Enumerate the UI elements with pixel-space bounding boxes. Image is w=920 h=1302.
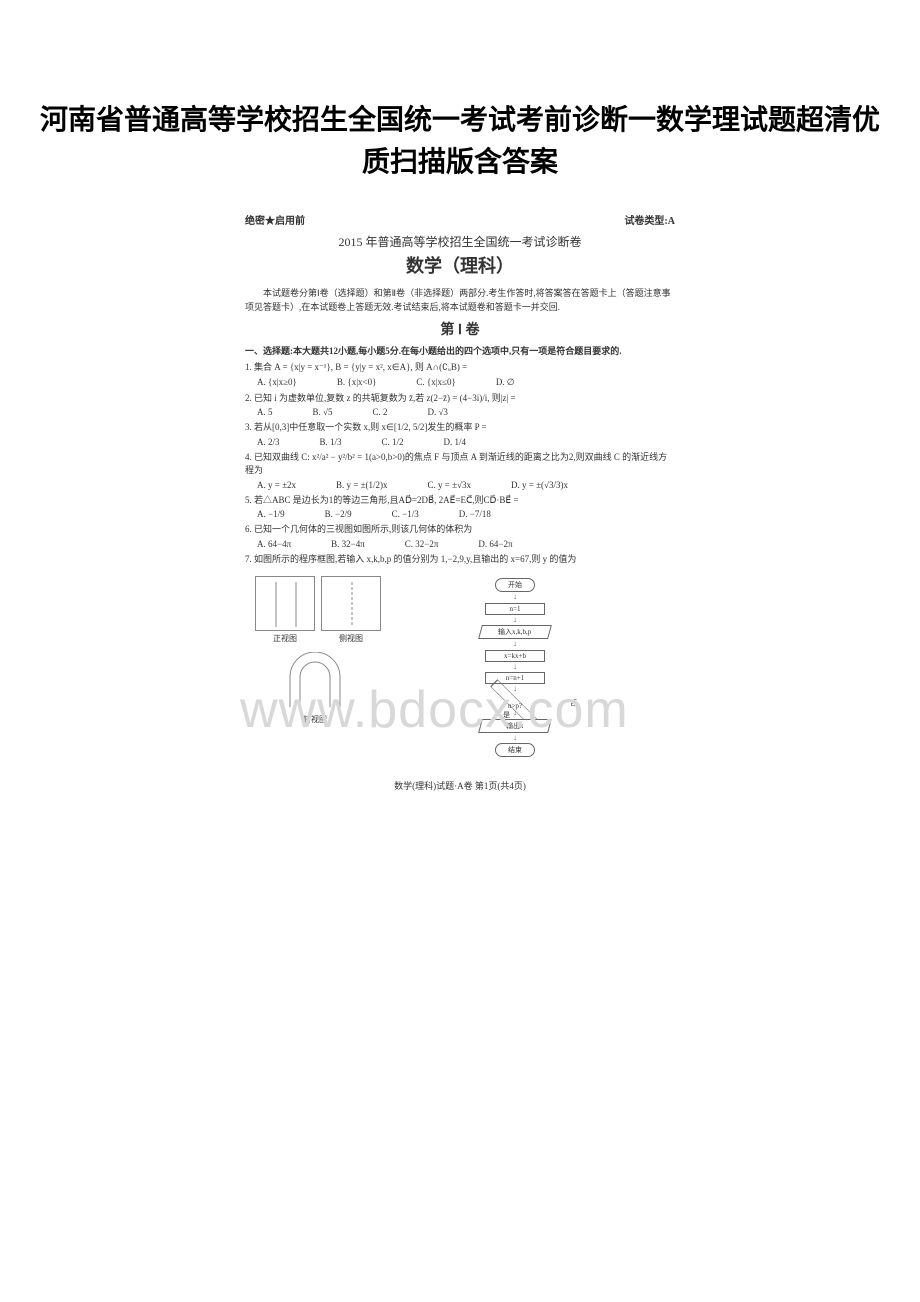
q6-option-c: C. 32−2π — [405, 539, 439, 549]
figure-row: 正视图 侧视图 俯视图 开始 — [245, 576, 675, 759]
fc-start: 开始 — [495, 578, 535, 592]
q4-option-d: D. y = ±(√3/3)x — [511, 480, 568, 490]
question-6: 6. 已知一个几何体的三视图如图所示,则该几何体的体积为 — [245, 523, 675, 537]
front-view-box — [255, 576, 315, 631]
front-view-icon — [256, 577, 316, 632]
side-view-box — [321, 576, 381, 631]
q3-option-c: C. 1/2 — [382, 437, 404, 447]
q2-option-c: C. 2 — [372, 407, 387, 417]
q6-option-a: A. 64−4π — [257, 539, 291, 549]
arrow-icon: ↓ — [455, 641, 575, 647]
secret-label: 绝密★启用前 — [245, 212, 305, 227]
q2-option-a: A. 5 — [257, 407, 273, 417]
section-1-marker: 第 Ⅰ 卷 — [245, 319, 675, 339]
arrow-icon: ↓ — [455, 617, 575, 623]
q5-option-d: D. −7/18 — [459, 509, 491, 519]
flowchart-diagram: 开始 ↓ n=1 ↓ 输入x,k,b,p ↓ x=kx+b ↓ n=n+1 ↓ … — [455, 576, 575, 759]
exam-instructions: 本试题卷分第Ⅰ卷（选择题）和第Ⅱ卷（非选择题）两部分.考生作答时,将答案答在答题… — [245, 286, 675, 315]
q3-option-d: D. 1/4 — [444, 437, 467, 447]
q5-option-c: C. −1/3 — [392, 509, 419, 519]
top-view-label: 俯视图 — [285, 714, 345, 725]
fc-output: 输出x — [478, 719, 552, 733]
top-view-icon — [285, 652, 345, 712]
main-document-title: 河南省普通高等学校招生全国统一考试考前诊断一数学理试题超清优质扫描版含答案 — [0, 0, 920, 192]
paper-type-label: 试卷类型:A — [624, 212, 675, 227]
arrow-icon: ↓ — [455, 664, 575, 670]
q6-option-d: D. 64−2π — [478, 539, 512, 549]
q5-option-b: B. −2/9 — [325, 509, 352, 519]
top-view-box — [285, 652, 345, 712]
q1-option-b: B. {x|x<0} — [337, 377, 377, 388]
side-view-icon — [322, 577, 382, 632]
fc-step-compute: x=kx+b — [485, 650, 545, 662]
arrow-icon: ↓ — [455, 594, 575, 600]
front-view-label: 正视图 — [255, 633, 315, 644]
q4-option-c: C. y = ±√3x — [428, 480, 471, 490]
fc-end: 结束 — [495, 743, 535, 757]
q4-option-b: B. y = ±(1/2)x — [336, 480, 388, 490]
arrow-icon: ↓ — [455, 686, 575, 692]
exam-page-scan: 绝密★启用前 试卷类型:A 2015 年普通高等学校招生全国统一考试诊断卷 数学… — [245, 212, 675, 792]
question-5-options: A. −1/9 B. −2/9 C. −1/3 D. −7/18 — [245, 509, 675, 519]
question-2: 2. 已知 i 为虚数单位,复数 z 的共轭复数为 z̄,若 z(2−z̄) =… — [245, 392, 675, 406]
question-2-options: A. 5 B. √5 C. 2 D. √3 — [245, 407, 675, 417]
question-3: 3. 若从[0,3]中任意取一个实数 x,则 x∈[1/2, 5/2]发生的概率… — [245, 421, 675, 435]
q1-option-a: A. {x|x≥0} — [257, 377, 297, 388]
side-view-label: 侧视图 — [321, 633, 381, 644]
page-footer: 数学(理科)试题·A卷 第1页(共4页) — [245, 779, 675, 792]
fc-decision-label: n>p? — [455, 702, 575, 710]
fc-step-init: n=1 — [485, 603, 545, 615]
question-7: 7. 如图所示的程序框图,若输入 x,k,b,p 的值分别为 1,−2,9,y,… — [245, 553, 675, 567]
question-4: 4. 已知双曲线 C: x²/a² − y²/b² = 1(a>0,b>0)的焦… — [245, 451, 675, 478]
q3-option-b: B. 1/3 — [320, 437, 342, 447]
q2-option-d: D. √3 — [427, 407, 447, 417]
arrow-icon: ↓ — [455, 735, 575, 741]
question-1: 1. 集合 A = {x|y = x⁻¹}, B = {y|y = x², x∈… — [245, 361, 675, 375]
exam-year-title: 2015 年普通高等学校招生全国统一考试诊断卷 — [245, 233, 675, 250]
q1-option-c: C. {x|x≤0} — [416, 377, 455, 388]
q6-option-b: B. 32−4π — [331, 539, 365, 549]
question-6-options: A. 64−4π B. 32−4π C. 32−2π D. 64−2π — [245, 539, 675, 549]
question-1-options: A. {x|x≥0} B. {x|x<0} C. {x|x≤0} D. ∅ — [245, 377, 675, 388]
subject-title: 数学（理科） — [245, 252, 675, 278]
q2-option-b: B. √5 — [313, 407, 333, 417]
question-4-options: A. y = ±2x B. y = ±(1/2)x C. y = ±√3x D.… — [245, 480, 675, 490]
question-5: 5. 若△ABC 是边长为1的等边三角形,且AD⃗=2DB⃗, 2AE⃗=EC⃗… — [245, 494, 675, 508]
q5-option-a: A. −1/9 — [257, 509, 285, 519]
q3-option-a: A. 2/3 — [257, 437, 280, 447]
fc-input: 输入x,k,b,p — [478, 625, 552, 639]
q4-option-a: A. y = ±2x — [257, 480, 296, 490]
question-3-options: A. 2/3 B. 1/3 C. 1/2 D. 1/4 — [245, 437, 675, 447]
q1-option-d: D. ∅ — [496, 377, 515, 388]
section-1-instructions: 一、选择题:本大题共12小题,每小题5分.在每小题给出的四个选项中,只有一项是符… — [245, 345, 675, 358]
three-view-diagram: 正视图 侧视图 俯视图 — [255, 576, 395, 725]
